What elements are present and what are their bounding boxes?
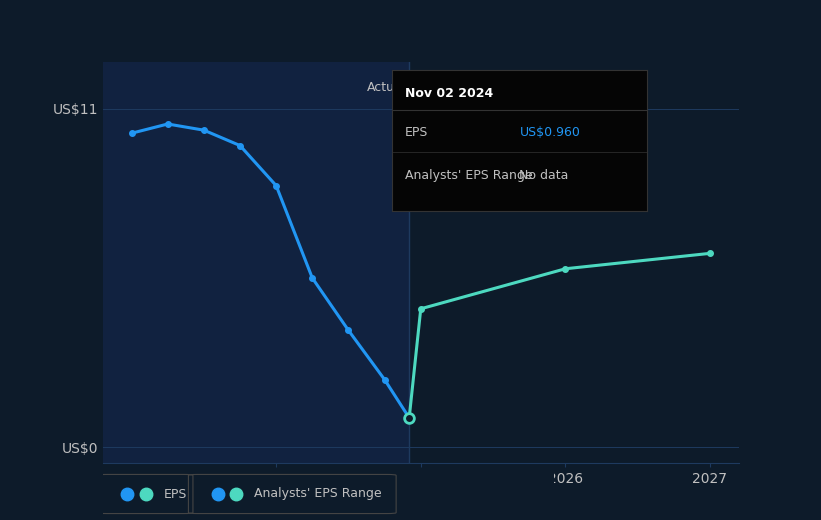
Text: EPS: EPS — [163, 488, 187, 500]
Bar — [103, 62, 409, 463]
Text: Actual: Actual — [367, 81, 406, 94]
Text: Analysts' EPS Range: Analysts' EPS Range — [254, 488, 382, 500]
Text: Analysts Forecasts: Analysts Forecasts — [416, 81, 533, 94]
Bar — [409, 62, 739, 463]
